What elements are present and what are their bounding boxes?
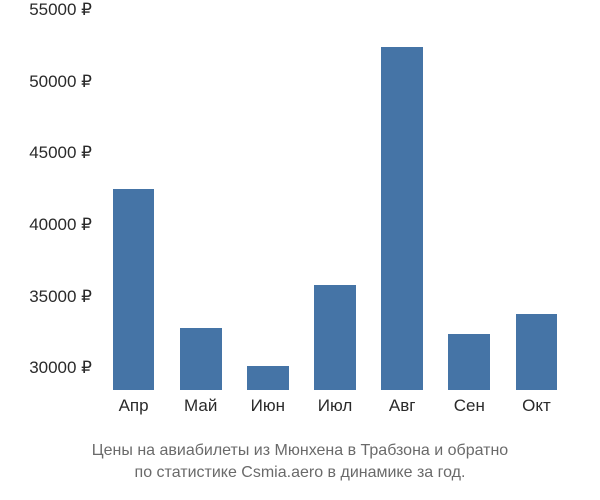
chart-caption: Цены на авиабилеты из Мюнхена в Трабзона… — [0, 440, 600, 485]
caption-line-1: Цены на авиабилеты из Мюнхена в Трабзона… — [92, 442, 508, 459]
y-tick-label: 50000 ₽ — [29, 72, 92, 92]
x-tick-label: Июн — [251, 396, 285, 416]
y-tick-label: 40000 ₽ — [29, 215, 92, 235]
x-tick-label: Апр — [119, 396, 149, 416]
bar — [180, 328, 222, 390]
y-tick-label: 35000 ₽ — [29, 287, 92, 307]
y-tick-label: 30000 ₽ — [29, 358, 92, 378]
x-tick-label: Авг — [389, 396, 416, 416]
x-tick-label: Сен — [454, 396, 485, 416]
bar — [516, 314, 558, 390]
y-tick-label: 55000 ₽ — [29, 0, 92, 20]
x-tick-label: Май — [184, 396, 217, 416]
bar — [314, 285, 356, 390]
bar — [247, 366, 289, 390]
y-tick-label: 45000 ₽ — [29, 143, 92, 163]
caption-line-2: по статистике Csmia.aero в динамике за г… — [135, 464, 466, 481]
x-tick-label: Окт — [522, 396, 551, 416]
plot-area: 30000 ₽35000 ₽40000 ₽45000 ₽50000 ₽55000… — [100, 10, 570, 390]
x-tick-label: Июл — [318, 396, 353, 416]
bar — [113, 189, 155, 390]
bar — [381, 47, 423, 390]
chart-container: { "chart": { "type": "bar", "plot": { "l… — [0, 0, 600, 500]
bar — [448, 334, 490, 390]
plot-inner: 30000 ₽35000 ₽40000 ₽45000 ₽50000 ₽55000… — [100, 10, 570, 390]
